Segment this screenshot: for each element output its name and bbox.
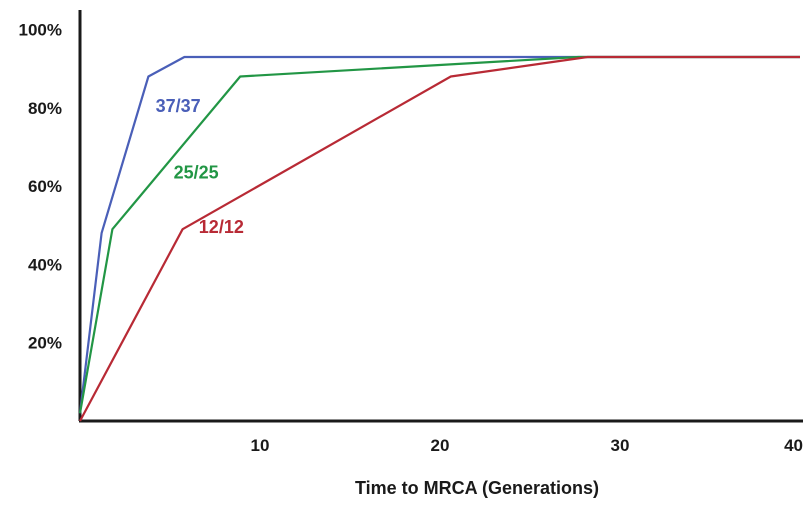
series-label-25-25: 25/25 <box>174 162 219 182</box>
series-line-12-12 <box>79 55 800 422</box>
y-tick-label: 20% <box>28 334 62 353</box>
series-line-37-37 <box>78 55 800 414</box>
x-tick-label: 10 <box>251 436 270 455</box>
x-tick-label: 30 <box>611 436 630 455</box>
y-tick-label: 40% <box>28 255 62 274</box>
y-tick-label: 100% <box>19 21 62 40</box>
series-labels: 37/37 25/25 12/12 <box>156 96 244 237</box>
series-label-37-37: 37/37 <box>156 96 201 116</box>
x-axis-title: Time to MRCA (Generations) <box>355 478 599 498</box>
axes <box>78 10 803 423</box>
x-tick-label: 20 <box>431 436 450 455</box>
series-label-12-12: 12/12 <box>199 217 244 237</box>
tick-labels: 20% 40% 60% 80% 100% 10 20 30 40 <box>19 21 803 455</box>
x-tick-label: 40 <box>784 436 803 455</box>
y-tick-label: 80% <box>28 99 62 118</box>
series-lines <box>78 55 800 422</box>
y-tick-label: 60% <box>28 177 62 196</box>
